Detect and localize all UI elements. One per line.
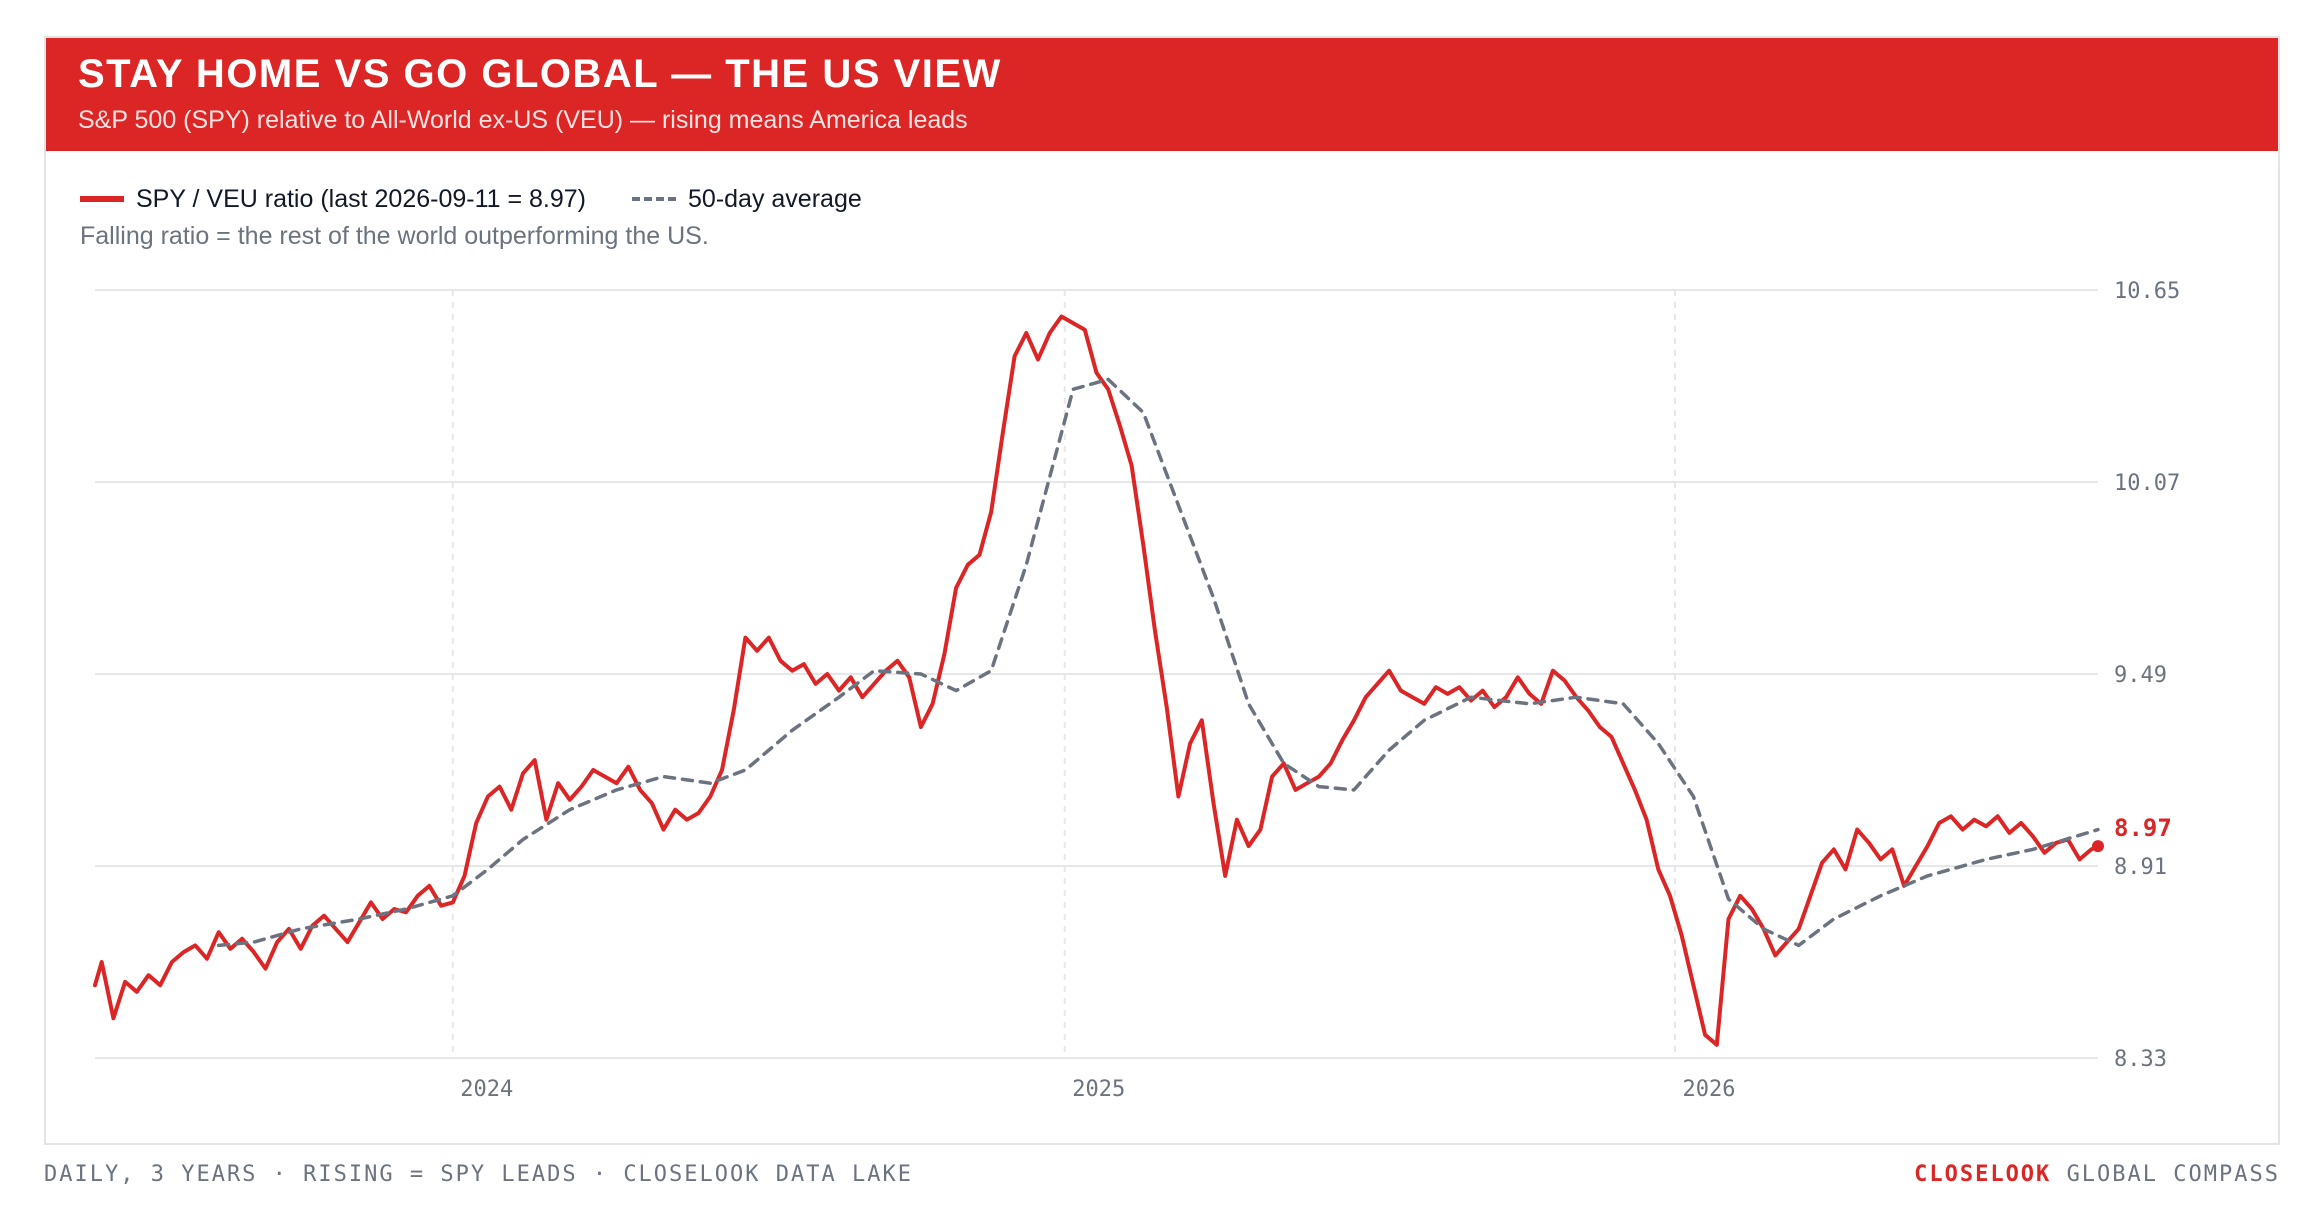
line-chart: 10.65 10.07 9.49 8.91 8.33 2024 2025 2026 8.97 <box>93 279 2180 1102</box>
brand-suffix: GLOBAL COMPASS <box>2066 1162 2280 1187</box>
header-banner: STAY HOME VS GO GLOBAL — THE US VIEW S&P… <box>46 38 2278 151</box>
legend-label-average: 50-day average <box>688 184 862 213</box>
legend-label-ratio: SPY / VEU ratio (last 2026-09-11 = 8.97) <box>136 184 587 213</box>
chart-card: STAY HOME VS GO GLOBAL — THE US VIEW S&P… <box>44 36 2280 1145</box>
legend-swatch-ratio <box>80 196 124 202</box>
legend: SPY / VEU ratio (last 2026-09-11 = 8.97)… <box>80 182 908 216</box>
last-value-label: 8.97 <box>2114 814 2172 842</box>
footer-caption: DAILY, 3 YEARS · RISING = SPY LEADS · CL… <box>44 1162 913 1187</box>
last-value-point <box>2092 840 2104 853</box>
y-tick-label: 10.65 <box>2114 279 2180 304</box>
y-tick-label: 10.07 <box>2114 471 2180 496</box>
ratio-series-line <box>93 314 2100 1047</box>
brand-name: CLOSELOOK <box>1914 1162 2052 1187</box>
y-tick-label: 8.33 <box>2114 1047 2167 1072</box>
chart-title: STAY HOME VS GO GLOBAL — THE US VIEW <box>78 52 1002 96</box>
chart-subtitle: S&P 500 (SPY) relative to All-World ex-U… <box>78 106 968 134</box>
x-tick-label: 2025 <box>1072 1077 1125 1102</box>
legend-swatch-average <box>632 197 677 201</box>
y-tick-label: 8.91 <box>2114 855 2167 880</box>
y-tick-label: 9.49 <box>2114 663 2167 688</box>
footer-brand: CLOSELOOK GLOBAL COMPASS <box>1914 1162 2280 1187</box>
x-tick-label: 2026 <box>1683 1077 1736 1102</box>
x-tick-label: 2024 <box>460 1077 513 1102</box>
chart-note: Falling ratio = the rest of the world ou… <box>80 222 709 250</box>
average-series-line <box>216 377 2100 948</box>
legend-item-average: 50-day average <box>632 185 862 214</box>
legend-item-ratio: SPY / VEU ratio (last 2026-09-11 = 8.97) <box>80 185 586 214</box>
